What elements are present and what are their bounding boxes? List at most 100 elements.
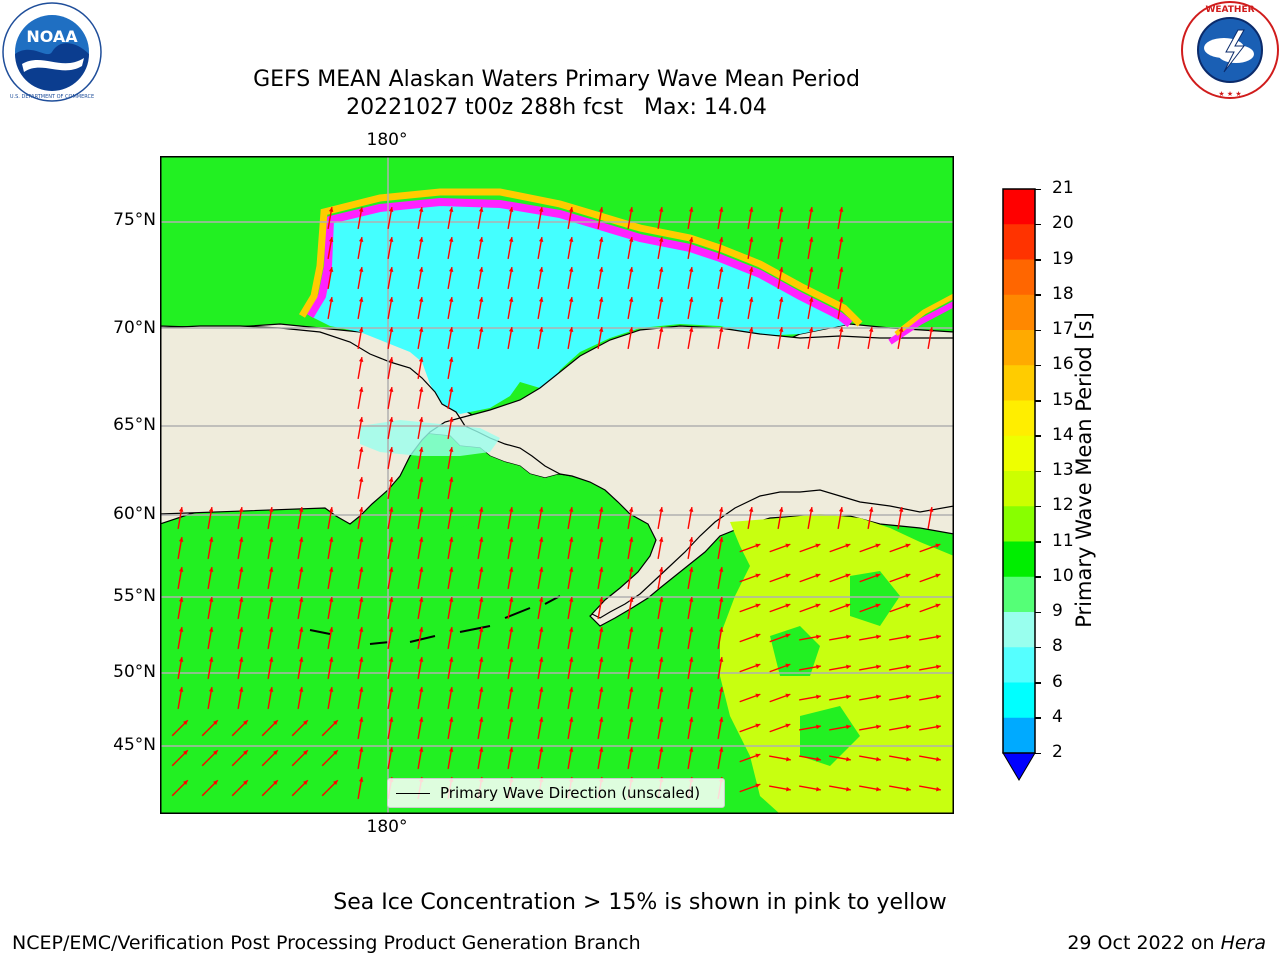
sea-ice-band [306,197,853,328]
wave-arrow-head [328,297,334,302]
colorbar-tick-label: 9 [1052,601,1063,621]
colorbar-tick-label: 20 [1052,213,1074,234]
colorbar-tick-mark [1035,576,1041,578]
wave-arrow-head [448,717,454,722]
wave-arrow-head [208,687,214,692]
colorbar-tick-label: 2 [1052,742,1063,762]
wave-arrow-head [846,786,851,792]
wave-arrow-head [538,747,544,752]
wave-arrow-head [876,786,881,792]
wave-arrow-head [845,603,851,608]
wave-arrow-head [388,447,394,452]
wave-arrow-head [785,573,791,578]
wave-arrow-head [598,747,604,752]
wave-arrow-head [178,687,184,692]
wave-arrow-head [846,724,851,730]
wave-arrow-head [448,747,454,752]
wave-arrow-head [846,664,851,670]
wave-arrow-head [568,687,574,692]
wave-arrow-head [568,237,574,242]
wave-arrow-head [936,694,941,700]
wave-arrow-head [538,207,544,212]
wave-arrow-head [508,717,514,722]
wave-arrow-head [538,687,544,692]
wave-arrow-head [508,597,514,602]
wave-arrow-head [658,627,664,632]
arctic-water [310,202,850,414]
wave-arrow-head [448,357,454,362]
wave-arrow-head [328,597,334,602]
wave-arrow-head [568,267,574,272]
wave-arrow-head [568,747,574,752]
footer-date: 29 Oct 2022 on Hera [1067,932,1266,954]
wave-arrow-head [478,267,484,272]
colorbar-segment [1003,576,1035,613]
wave-arrow-head [658,747,664,752]
wave-arrow-head [778,297,784,302]
wave-arrow-head [333,750,338,755]
gulf-wave-region [720,514,954,814]
wave-arrow-head [478,297,484,302]
wave-arrow-head [508,297,514,302]
wave-arrow-head [268,627,274,632]
wave-arrow-head [688,207,694,212]
lat-label: 55°N [113,586,156,606]
wave-arrow-head [846,756,851,762]
wave-arrow-head [448,327,454,332]
wave-arrow-head [718,717,724,722]
wave-arrow-head [418,717,424,722]
wave-arrow-head [748,237,754,242]
wave-arrow-head [628,747,634,752]
wave-arrow-head [936,634,941,640]
colorbar-tick-label: 6 [1052,671,1063,692]
wave-arrow-head [755,783,761,788]
wave-arrow-head [328,207,334,212]
wave-arrow-head [418,627,424,632]
wave-arrow-head [898,507,904,512]
wave-arrow-head [808,267,814,272]
wave-arrow-head [688,747,694,752]
colorbar-segment [1003,189,1035,225]
sea-ice-band [894,293,954,336]
colorbar-tick-label: 13 [1052,460,1074,480]
wave-arrow-head [508,567,514,572]
wave-arrow-head [388,507,394,512]
wave-arrow-head [718,597,724,602]
wave-arrow-head [238,597,244,602]
wave-arrow-head [906,756,911,762]
wave-arrow-head [718,267,724,272]
colorbar-tick-mark [1035,435,1041,437]
wave-arrow-head [298,507,304,512]
wave-arrow-head [388,597,394,602]
wave-arrow-head [418,417,424,422]
wave-arrow-head [755,603,761,608]
wave-arrow-head [478,597,484,602]
wave-arrow-head [418,597,424,602]
wave-arrow-head [905,573,911,578]
colorbar-tick-mark [1035,717,1041,719]
wave-arrow-head [208,657,214,662]
wave-arrow-head [243,720,248,725]
wave-arrow-head [388,717,394,722]
wave-arrow-head [448,207,454,212]
wave-arrow-head [905,543,911,548]
colorbar-segment [1003,541,1035,578]
wave-arrow-head [478,567,484,572]
footer-date-text: 29 Oct 2022 on [1067,932,1221,954]
wave-arrow-head [418,447,424,452]
wave-arrow-head [388,657,394,662]
wave-arrow-head [748,207,754,212]
wave-arrow-head [688,237,694,242]
wave-arrow-head [183,780,188,785]
wave-arrow-head [418,207,424,212]
chart-title: GEFS MEAN Alaskan Waters Primary Wave Me… [253,67,860,92]
wave-arrow-head [628,687,634,692]
wave-arrow-head [936,724,941,730]
colorbar-segment [1003,259,1035,296]
wave-arrow-head [418,507,424,512]
wave-arrow-head [268,567,274,572]
wave-arrow-head [688,657,694,662]
colorbar-segment [1003,400,1035,437]
wave-arrow-head [213,720,218,725]
wave-arrow-head [448,447,454,452]
